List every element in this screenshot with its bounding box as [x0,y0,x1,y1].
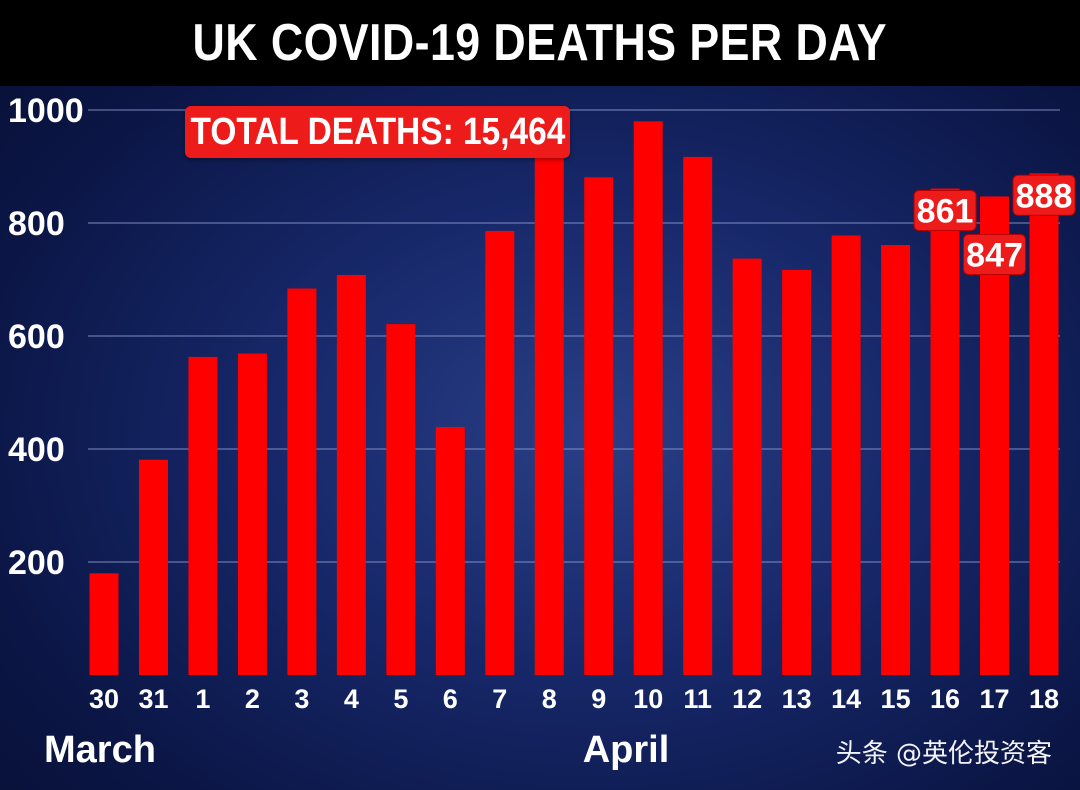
bar [683,156,713,675]
watermark: 头条 @英伦投资客 [835,739,1052,769]
bar [782,269,812,675]
total-deaths-badge: TOTAL DEATHS: 15,464 [185,106,570,158]
x-tick-label: 2 [245,684,260,714]
bar [435,426,465,675]
x-tick-label: 31 [138,684,168,714]
x-tick-label: 13 [782,684,812,714]
y-tick-label: 600 [8,318,65,356]
x-tick-label: 5 [393,684,408,714]
title-bar: UK COVID-19 DEATHS PER DAY [0,0,1080,86]
y-tick-label: 1000 [8,92,84,130]
month-label: April [583,729,670,771]
bar [188,356,218,675]
x-tick-label: 18 [1029,684,1059,714]
x-tick-label: 8 [542,684,557,714]
data-label: 861 [917,193,974,231]
x-tick-label: 6 [443,684,458,714]
x-tick-label: 14 [831,684,861,714]
data-label-box [963,233,1027,275]
bar [485,230,515,675]
bar [534,145,564,675]
x-tick-label: 1 [195,684,210,714]
x-tick-label: 12 [732,684,762,714]
x-tick-label: 3 [294,684,309,714]
x-tick-label: 7 [492,684,507,714]
data-label: 847 [966,236,1023,274]
x-tick-label: 10 [633,684,663,714]
data-label: 888 [1016,177,1073,215]
bar [1029,173,1059,675]
bar [881,245,911,675]
bar [980,196,1010,675]
x-tick-label: 17 [980,684,1010,714]
x-tick-label: 15 [881,684,911,714]
x-tick-label: 9 [591,684,606,714]
bar [336,274,366,675]
bar [584,177,614,676]
chart-title: UK COVID-19 DEATHS PER DAY [192,14,888,72]
data-label-box [1012,174,1076,216]
total-deaths-label: TOTAL DEATHS: 15,464 [190,110,565,153]
x-tick-label: 11 [683,684,712,714]
y-tick-label: 400 [8,431,65,469]
bar [831,235,861,675]
bar [386,324,416,675]
x-tick-label: 16 [930,684,960,714]
bar [930,188,960,675]
x-tick-label: 30 [89,684,119,714]
data-label-box [913,190,977,232]
bar [237,353,267,675]
bar [633,121,663,676]
bar [138,459,168,675]
bar [732,258,762,675]
y-tick-label: 800 [8,205,65,243]
bar [89,573,119,675]
bar [287,288,317,675]
month-label: March [44,729,156,771]
x-tick-label: 4 [344,684,359,714]
y-tick-label: 200 [8,544,65,582]
